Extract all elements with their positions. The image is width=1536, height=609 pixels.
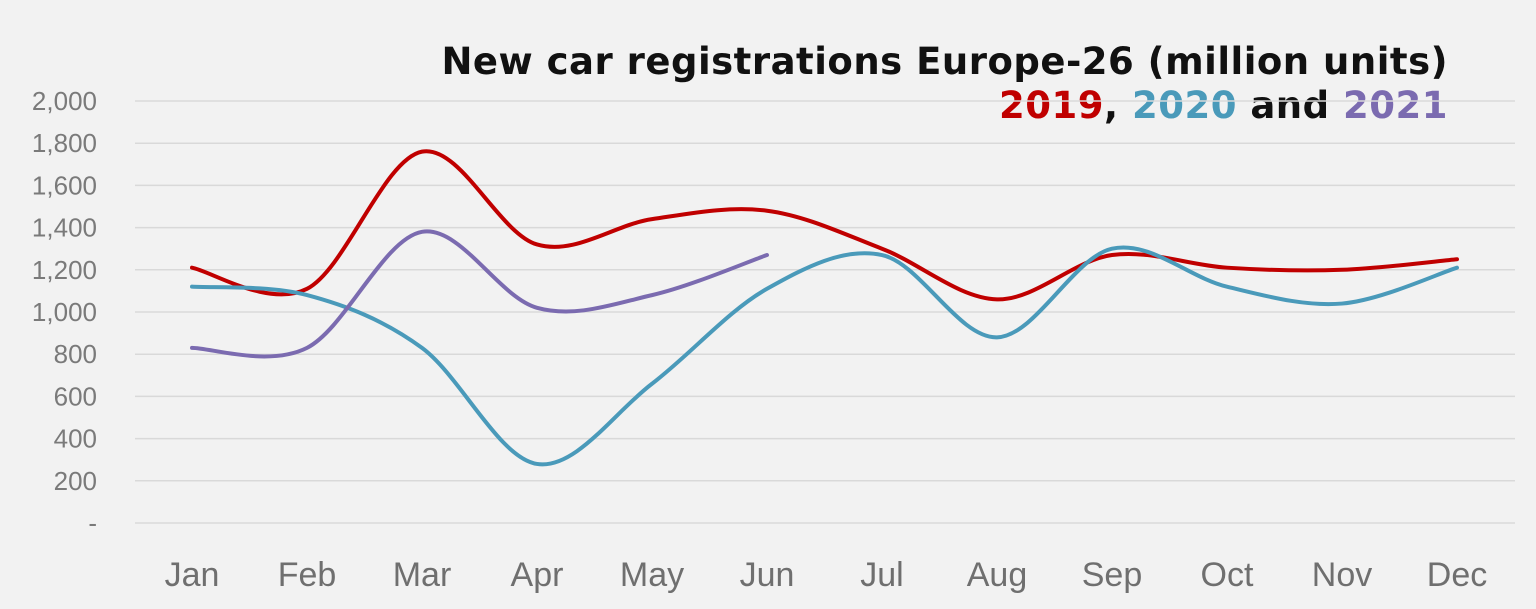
- y-tick-label: 1,200: [32, 255, 97, 285]
- y-tick-label: 1,600: [32, 170, 97, 200]
- x-tick-label: Dec: [1427, 556, 1487, 594]
- chart-title: New car registrations Europe-26 (million…: [441, 40, 1448, 83]
- x-tick-label: Jun: [740, 556, 795, 594]
- y-tick-label: 1,400: [32, 213, 97, 243]
- y-tick-label: 1,000: [32, 297, 97, 327]
- x-tick-label: Apr: [511, 556, 564, 594]
- y-tick-label: 200: [54, 466, 97, 496]
- subtitle-sep-1: ,: [1104, 84, 1132, 127]
- series-line-2019: [190, 149, 1459, 302]
- x-tick-label: Jul: [860, 556, 903, 594]
- chart-subtitle: 2019, 2020 and 2021: [999, 84, 1448, 128]
- subtitle-2021: 2021: [1343, 84, 1448, 127]
- x-tick-label: Feb: [278, 556, 337, 594]
- y-tick-label: -: [88, 508, 97, 538]
- x-tick-label: Oct: [1201, 556, 1254, 594]
- y-tick-label: 600: [54, 381, 97, 411]
- x-tick-label: Aug: [967, 556, 1028, 594]
- x-tick-label: May: [620, 556, 684, 594]
- subtitle-sep-2: and: [1236, 84, 1344, 127]
- x-tick-label: Sep: [1082, 556, 1143, 594]
- x-tick-label: Jan: [165, 556, 220, 594]
- y-tick-label: 400: [54, 424, 97, 454]
- x-tick-label: Mar: [393, 556, 452, 594]
- subtitle-2019: 2019: [999, 84, 1105, 127]
- series-line-2021: [190, 229, 769, 359]
- y-tick-label: 1,800: [32, 128, 97, 158]
- y-tick-label: 800: [54, 339, 97, 369]
- x-tick-label: Nov: [1312, 556, 1372, 594]
- series-line-2020: [190, 245, 1459, 467]
- y-tick-label: 2,000: [32, 86, 97, 116]
- subtitle-2020: 2020: [1131, 84, 1237, 127]
